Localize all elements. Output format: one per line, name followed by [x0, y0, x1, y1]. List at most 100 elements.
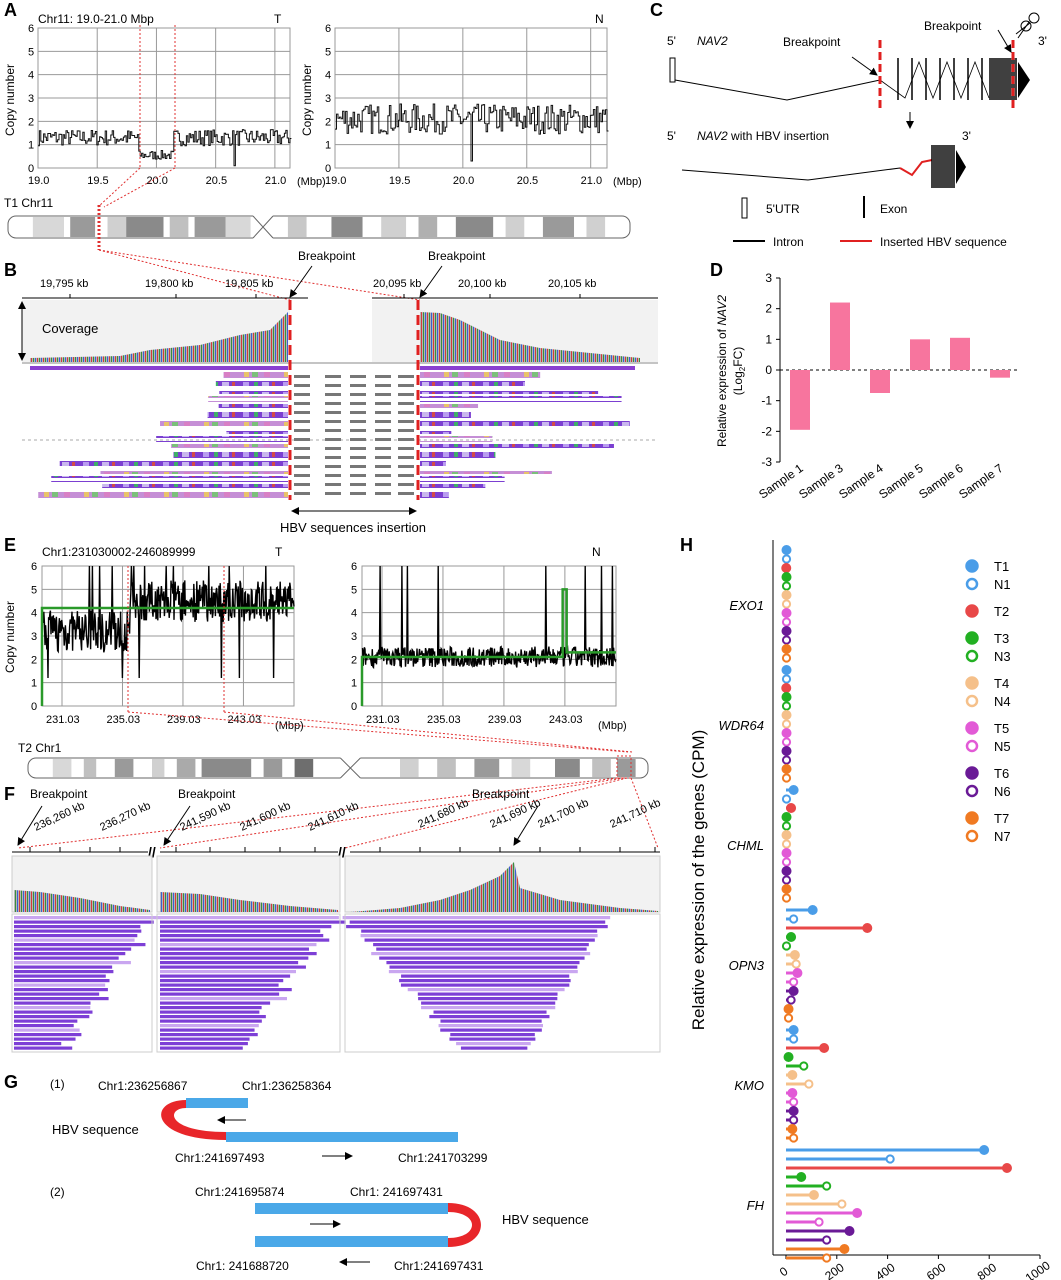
read-row — [160, 1037, 250, 1041]
x-tick-label: 400 — [873, 1260, 898, 1280]
five-prime-label: 5' — [667, 34, 676, 48]
breakpoint2-label: Breakpoint — [924, 19, 982, 33]
point-exo1-n3 — [781, 581, 792, 591]
point-fh-n4 — [837, 1199, 847, 1209]
gap-dash — [375, 438, 391, 441]
point-kmo-n3 — [799, 1061, 809, 1071]
panel-a-right-plot: 0 1 2 3 4 5 6 19.0 19.5 20.0 20.5 21.0 — [325, 23, 609, 187]
gap-dash — [375, 483, 391, 486]
gap-dash — [294, 429, 310, 432]
read-row — [160, 929, 321, 933]
legend-label-n1: N1 — [994, 577, 1011, 592]
legend-utr-label: 5'UTR — [766, 202, 800, 216]
f-tick-label: 241,600 kb — [238, 800, 292, 834]
point-wdr64-t1 — [781, 665, 792, 675]
y-tick-label: 5 — [351, 584, 357, 596]
y-tick-label: 3 — [325, 93, 331, 105]
point-chml-n5 — [781, 857, 792, 867]
gap-dash — [375, 429, 391, 432]
y-tick-label: -2 — [761, 424, 772, 438]
read-row — [160, 1001, 271, 1005]
read-row — [160, 983, 279, 987]
centromere-bottom — [340, 768, 361, 779]
point-opn3-n1 — [789, 914, 799, 924]
read-row — [160, 956, 309, 960]
bar-sample-7 — [990, 370, 1010, 378]
point-fh-n1 — [885, 1154, 895, 1164]
gap-dash — [325, 420, 341, 423]
point-wdr64-t7 — [781, 764, 792, 774]
gap-dash — [294, 474, 310, 477]
chromosome-band — [511, 759, 531, 777]
exon-cluster-2 — [931, 145, 966, 188]
f-tick-label: 241,590 kb — [178, 800, 232, 834]
chromosome-band — [225, 217, 251, 237]
gap-dash — [294, 456, 310, 459]
f-tick-label: 241,690 kb — [488, 797, 542, 831]
read-row — [399, 979, 571, 983]
read-row — [14, 979, 110, 983]
gap-dash — [398, 375, 414, 378]
reads-triangles — [420, 366, 635, 370]
read-row — [14, 938, 135, 942]
f-tick-label: 241,700 kb — [536, 797, 590, 831]
read-row-right — [420, 388, 599, 394]
bar-sample-6 — [950, 337, 970, 370]
gap-dash — [398, 447, 414, 450]
intron-line-2 — [681, 167, 901, 181]
panel-d-label: D — [710, 260, 723, 280]
gap-dash — [294, 438, 310, 441]
point-kmo-n5 — [789, 1097, 799, 1107]
f-coverage-2 — [160, 892, 338, 912]
read-row — [14, 965, 113, 969]
read-row — [342, 916, 611, 920]
gap-dash — [398, 411, 414, 414]
gap-dash — [325, 474, 341, 477]
x-tick-label: 800 — [975, 1260, 1000, 1280]
read-row-left — [208, 396, 288, 402]
y-tick-label: -3 — [761, 455, 772, 469]
point-kmo-t1 — [788, 1025, 799, 1035]
read-row — [160, 1019, 262, 1023]
g1-segment-b — [226, 1132, 458, 1142]
chromosome-band — [152, 759, 165, 777]
f-coverage-3 — [350, 862, 658, 912]
gene-label-opn3: OPN3 — [729, 958, 765, 973]
read-row — [433, 1010, 547, 1014]
panel-h-ylabel: Relative expression of the genes (CPM) — [689, 730, 708, 1030]
chromosome-band — [505, 217, 525, 237]
read-row — [401, 974, 570, 978]
chromosome-band — [555, 759, 580, 777]
chromosome-band — [617, 759, 636, 777]
g1-a: Chr1:236256867 — [98, 1079, 188, 1093]
y-tick-label: 4 — [325, 70, 331, 82]
panel-e-ylabel: Copy number — [3, 601, 17, 673]
gap-dash — [398, 384, 414, 387]
chromosome-band — [586, 217, 606, 237]
legend-marker-t1 — [965, 559, 979, 573]
read-row — [418, 997, 558, 1001]
breakpoint-left-label: Breakpoint — [298, 249, 356, 263]
gap-dash — [375, 411, 391, 414]
legend-label-n7: N7 — [994, 829, 1011, 844]
read-row — [160, 1033, 258, 1037]
read-row — [160, 925, 332, 929]
centromere-top — [253, 215, 274, 227]
zoom-line — [97, 167, 141, 208]
point-fh-n6 — [822, 1235, 832, 1245]
point-opn3-n4 — [791, 959, 801, 969]
gap-dash — [294, 402, 310, 405]
b-tick-label: 20,105 kb — [548, 278, 596, 290]
read-row — [160, 1028, 255, 1032]
legend-marker-t4 — [965, 676, 979, 690]
centromere-cross — [252, 215, 274, 239]
read-row — [388, 970, 578, 974]
read-row-right — [420, 404, 479, 410]
point-wdr64-t4 — [781, 710, 792, 720]
x-tick-label: 235.03 — [427, 714, 461, 726]
read-row — [160, 979, 284, 983]
point-wdr64-n7 — [781, 773, 792, 783]
chromosome-band — [169, 217, 189, 237]
g1-d: Chr1:241703299 — [398, 1151, 488, 1165]
